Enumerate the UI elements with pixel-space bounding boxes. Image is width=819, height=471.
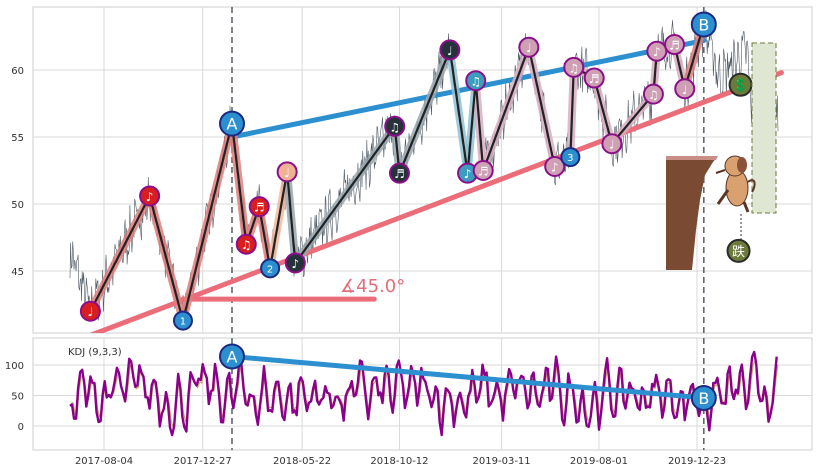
marker-num-3: 3 <box>560 147 581 168</box>
note-marker: ♫ <box>465 70 487 92</box>
x-tick-label: 2019-12-23 <box>668 456 726 467</box>
note-marker: ♪ <box>544 155 566 177</box>
marker-B: B <box>690 11 717 38</box>
note-marker: ♩ <box>439 39 461 61</box>
x-tick-label: 2018-05-22 <box>273 456 331 467</box>
x-tick-label: 2018-10-12 <box>370 456 428 467</box>
note-marker: ♬ <box>583 67 605 89</box>
note-marker: ♪ <box>284 252 306 274</box>
music-note-icon: ♬ <box>478 165 489 179</box>
svg-text:💲: 💲 <box>732 78 748 94</box>
kdj-series <box>69 350 779 437</box>
music-note-icon: ♬ <box>254 201 265 215</box>
marker-num-1: 1 <box>172 310 193 331</box>
note-marker: ♬ <box>664 34 686 56</box>
marker-num-2: 2 <box>260 258 281 279</box>
music-note-icon: ♪ <box>551 160 559 174</box>
note-marker: ♬ <box>388 162 410 184</box>
price-y-tick-label: 60 <box>11 66 24 77</box>
music-note-icon: ♩ <box>88 305 94 319</box>
cliff-icon <box>666 156 718 270</box>
price-panel: 45 50 55 60 ♩ ♪ 1 A ♫ ♬ 2 ♩ ♪ ♫ ♬ ♩ ♪ ♫ ♬ ♩ ♪ ♫ 3 ♬ ♩ ♪ ♫ ♬ ♩ B 💲 跌 ∡4… <box>11 6 813 334</box>
trendline-lower <box>89 70 784 333</box>
indicator-y-tick-label: 100 <box>5 361 24 372</box>
music-note-icon: ♫ <box>648 88 659 102</box>
indicator-y-tick-label: 0 <box>18 422 24 433</box>
pattern-markers: ♩ ♪ 1 A ♫ ♬ 2 ♩ ♪ ♫ ♬ ♩ ♪ ♫ ♬ ♩ ♪ ♫ 3 ♬ ♩ ♪ ♫ ♬ ♩ B 💲 跌 <box>79 11 753 331</box>
kdj-trendline: AB <box>218 343 717 411</box>
music-note-icon: ♪ <box>146 190 154 204</box>
music-note-icon: ♫ <box>389 120 400 134</box>
indicator-y-tick-label: 50 <box>11 392 24 403</box>
music-note-icon: ♩ <box>526 41 532 55</box>
svg-text:跌: 跌 <box>732 244 745 260</box>
x-tick-label: 2017-12-27 <box>174 456 232 467</box>
note-marker: ♫ <box>642 83 664 105</box>
music-note-icon: ♩ <box>609 138 615 152</box>
music-note-icon: ♫ <box>568 61 579 75</box>
note-marker: ♩ <box>601 133 623 155</box>
kdj-marker-B: B <box>690 384 717 411</box>
note-marker: ♫ <box>384 115 406 137</box>
x-tick-label: 2019-08-01 <box>570 456 628 467</box>
note-marker: ♫ <box>235 233 257 255</box>
price-y-tick-label: 55 <box>11 133 24 144</box>
note-marker: ♬ <box>248 196 270 218</box>
exit-marker-dollar: 💲 <box>728 72 753 97</box>
kdj-marker-A: A <box>218 343 245 370</box>
music-note-icon: ♩ <box>682 83 688 97</box>
svg-text:A: A <box>227 115 238 134</box>
exit-marker-fall: 跌 <box>726 238 751 263</box>
trendlines <box>89 38 784 333</box>
music-note-icon: ♩ <box>284 166 290 180</box>
music-note-icon: ♬ <box>394 167 405 181</box>
x-tick-label: 2017-08-04 <box>75 456 133 467</box>
svg-text:B: B <box>698 15 709 34</box>
indicator-y-ticks: 0 50 100 <box>5 361 24 433</box>
indicator-title: KDJ (9,3,3) <box>68 347 122 358</box>
music-note-icon: ♬ <box>669 39 680 53</box>
svg-text:B: B <box>698 389 709 408</box>
music-note-icon: ♬ <box>589 72 600 86</box>
price-y-tick-label: 45 <box>11 267 24 278</box>
music-note-icon: ♪ <box>291 257 299 271</box>
svg-text:3: 3 <box>567 153 573 164</box>
note-marker: ♫ <box>563 56 585 78</box>
trendline-upper <box>229 38 707 140</box>
music-note-icon: ♪ <box>653 45 661 59</box>
note-marker: ♩ <box>518 36 540 58</box>
cliff-top <box>666 156 718 160</box>
note-marker: ♩ <box>674 78 696 100</box>
kdj-trendline-line <box>229 353 707 401</box>
note-marker: ♬ <box>472 160 494 181</box>
music-note-icon: ♪ <box>464 167 472 181</box>
cliff-illustration <box>666 42 777 270</box>
exit-zone-box <box>751 42 777 214</box>
angle-label: ∡45.0° <box>340 276 405 297</box>
marker-A: A <box>218 110 245 137</box>
svg-text:2: 2 <box>267 264 273 275</box>
svg-text:1: 1 <box>180 317 186 328</box>
price-y-ticks: 45 50 55 60 <box>11 66 24 278</box>
kdj-k-line <box>69 350 778 437</box>
note-marker: ♪ <box>646 40 668 62</box>
price-y-tick-label: 50 <box>11 200 24 211</box>
note-marker: ♪ <box>457 162 479 184</box>
note-marker: ♪ <box>139 185 161 207</box>
svg-text:A: A <box>227 347 238 366</box>
music-note-icon: ♩ <box>447 44 453 58</box>
x-tick-labels: 2017-08-04 2017-12-27 2018-05-22 2018-10-12… <box>75 456 726 467</box>
dog-icon <box>715 155 756 213</box>
music-note-icon: ♫ <box>470 75 481 89</box>
music-note-icon: ♫ <box>241 238 252 252</box>
note-marker: ♩ <box>79 300 101 322</box>
x-tick-label: 2019-03-11 <box>473 456 531 467</box>
note-marker: ♩ <box>276 161 298 183</box>
